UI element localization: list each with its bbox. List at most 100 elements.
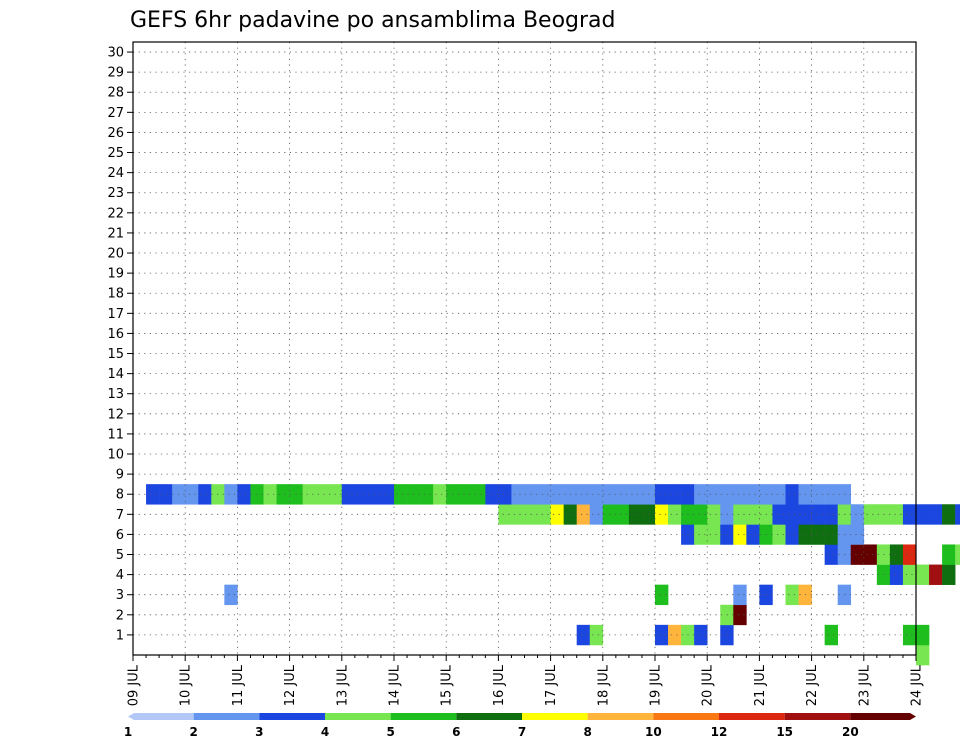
legend-color-swatch (653, 713, 719, 720)
heatmap-cell (159, 484, 173, 505)
heatmap-cell (263, 484, 277, 505)
heatmap-cell (472, 484, 486, 505)
y-tick-label: 5 (116, 548, 124, 563)
grid-lines (133, 42, 916, 655)
heatmap-cell (811, 504, 825, 525)
y-tick-label: 16 (107, 327, 124, 342)
legend-color-swatch (587, 713, 654, 720)
legend-level-label: 5 (386, 725, 394, 739)
x-tick-label: 20 JUL (701, 664, 716, 706)
legend-level-label: 15 (776, 725, 793, 739)
heatmap-cell (707, 524, 721, 545)
heatmap-cell (902, 624, 917, 646)
y-tick-label: 28 (107, 86, 124, 101)
heatmap-cell (498, 504, 512, 525)
heatmap-cell (537, 484, 551, 505)
legend-level-label: 8 (583, 725, 591, 739)
y-tick-label: 18 (107, 287, 124, 302)
heatmap-cell (785, 524, 799, 545)
x-tick-label: 23 JUL (857, 664, 872, 706)
heatmap-cell (615, 484, 630, 505)
y-tick-label: 14 (107, 367, 124, 382)
legend-color-swatch (193, 713, 260, 720)
heatmap-cell (694, 624, 708, 646)
legend-level-label: 3 (255, 725, 263, 739)
legend-color-swatch (784, 713, 851, 720)
x-tick-label: 13 JUL (335, 664, 350, 706)
heatmap-cell (459, 484, 473, 505)
y-tick-label: 29 (107, 66, 124, 81)
y-tick-label: 15 (107, 347, 124, 362)
heatmap-cell (420, 484, 434, 505)
heatmap-cell (850, 524, 865, 545)
plot-frame (132, 41, 917, 656)
y-tick-label: 7 (116, 508, 124, 523)
heatmap-cell (315, 484, 330, 505)
heatmap-cell (511, 504, 525, 525)
y-tick-label: 13 (107, 387, 124, 402)
y-tick-label: 20 (107, 247, 124, 262)
y-tick-label: 26 (107, 126, 124, 141)
heatmap-cell (889, 504, 904, 525)
heatmap-cell (550, 484, 564, 505)
heatmap-cell (824, 524, 838, 545)
legend-level-label: 4 (321, 725, 329, 739)
legend-level-label: 1 (124, 725, 132, 739)
y-tick-label: 3 (116, 588, 124, 603)
heatmap-cell (537, 504, 551, 525)
heatmap-cell (929, 504, 943, 525)
heatmap-cell (824, 544, 838, 565)
x-tick-label: 24 JUL (910, 664, 925, 706)
heatmap-cell (224, 484, 238, 505)
heatmap-cell (916, 644, 930, 666)
legend-color-swatch (719, 713, 785, 720)
heatmap-cell (733, 604, 747, 626)
heatmap-cell (785, 504, 799, 525)
heatmap-cell (916, 564, 930, 585)
heatmap-cell (902, 564, 917, 585)
heatmap-cell (341, 484, 356, 505)
x-tick-label: 17 JUL (544, 664, 559, 706)
heatmap-cell (302, 484, 316, 505)
y-tick-label: 30 (107, 46, 124, 61)
y-tick-label: 10 (107, 448, 124, 463)
heatmap-cell (380, 484, 395, 505)
heatmap-cell (694, 504, 708, 525)
legend-level-label: 7 (518, 725, 526, 739)
y-tick-label: 6 (116, 528, 124, 543)
heatmap-cell (707, 504, 721, 525)
heatmap-cell (916, 624, 930, 646)
heatmap-cell (746, 504, 760, 525)
x-tick-label: 19 JUL (649, 664, 664, 706)
heatmap-cell (433, 484, 447, 505)
y-tick-label: 9 (116, 468, 124, 483)
heatmap-cell (198, 484, 212, 505)
heatmap-cell (929, 564, 943, 585)
legend-level-label: 6 (452, 725, 460, 739)
heatmap-cell (668, 624, 682, 646)
x-tick-label: 18 JUL (596, 664, 611, 706)
heatmap-cell (955, 504, 960, 525)
y-tick-label: 22 (107, 206, 124, 221)
heatmap-cell (589, 624, 604, 646)
heatmap-cell (733, 484, 747, 505)
heatmap-cell (772, 524, 786, 545)
x-axis-ticks: 09 JUL 10 JUL 11 JUL 12 JUL 13 JUL 14 JUL 15 J… (127, 655, 925, 706)
legend-color-swatch (522, 713, 588, 720)
y-axis-ticks: 1234567891011121314151617181920212223242… (107, 46, 133, 643)
heatmap-cell (772, 504, 786, 525)
heatmap-cell (628, 504, 643, 525)
heatmap-cell (354, 484, 369, 505)
heatmap-cell (655, 624, 669, 646)
x-tick-label: 09 JUL (127, 664, 142, 706)
heatmap-cell (863, 544, 878, 565)
heatmap-cell (276, 484, 290, 505)
legend-level-label: 12 (711, 725, 728, 739)
chart-title: GEFS 6hr padavine po ansamblima Beograd (130, 8, 616, 33)
heatmap-cell (224, 584, 238, 606)
heatmap-cell (628, 484, 643, 505)
heatmap-cell (589, 504, 604, 525)
heatmap-cell (550, 504, 564, 525)
heatmap-cell (785, 584, 799, 606)
